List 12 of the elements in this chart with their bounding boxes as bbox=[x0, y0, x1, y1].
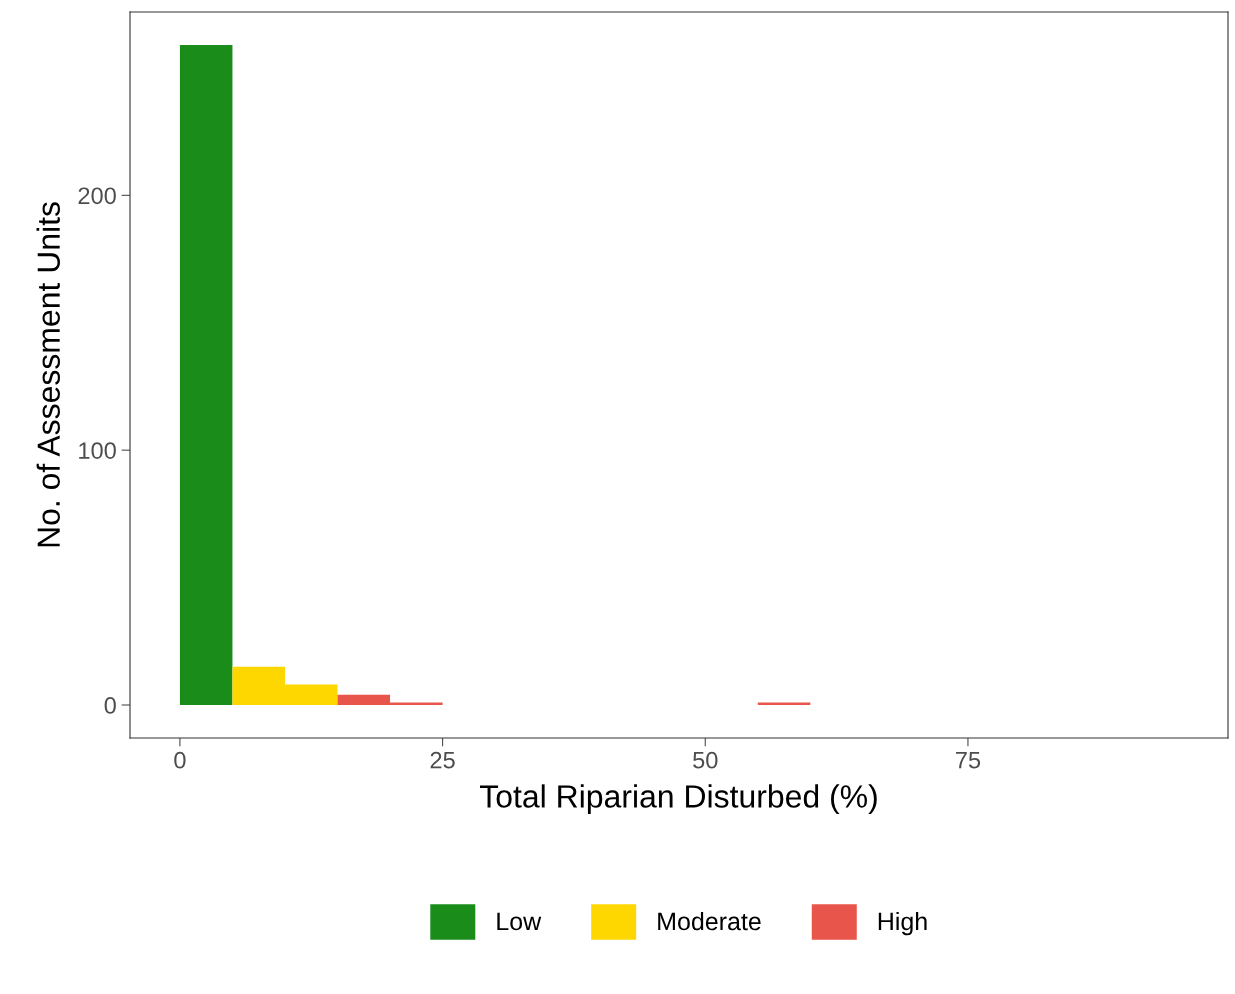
y-tick-label: 0 bbox=[104, 697, 116, 714]
x-tick-label: 0 bbox=[174, 751, 186, 769]
legend-label: Low bbox=[497, 912, 542, 931]
legend-label: Moderate bbox=[658, 911, 761, 931]
y-tick-label: 200 bbox=[78, 187, 116, 205]
x-tick-label: 50 bbox=[693, 751, 718, 769]
x-axis-title: Total Riparian Disturbed (%) bbox=[480, 784, 877, 815]
x-tick-label: 75 bbox=[956, 752, 981, 769]
x-tick-label: 25 bbox=[430, 751, 455, 769]
y-axis-title: No. of Assessment Units bbox=[36, 202, 60, 547]
legend-label: High bbox=[878, 911, 927, 936]
y-tick-label: 100 bbox=[79, 442, 116, 459]
